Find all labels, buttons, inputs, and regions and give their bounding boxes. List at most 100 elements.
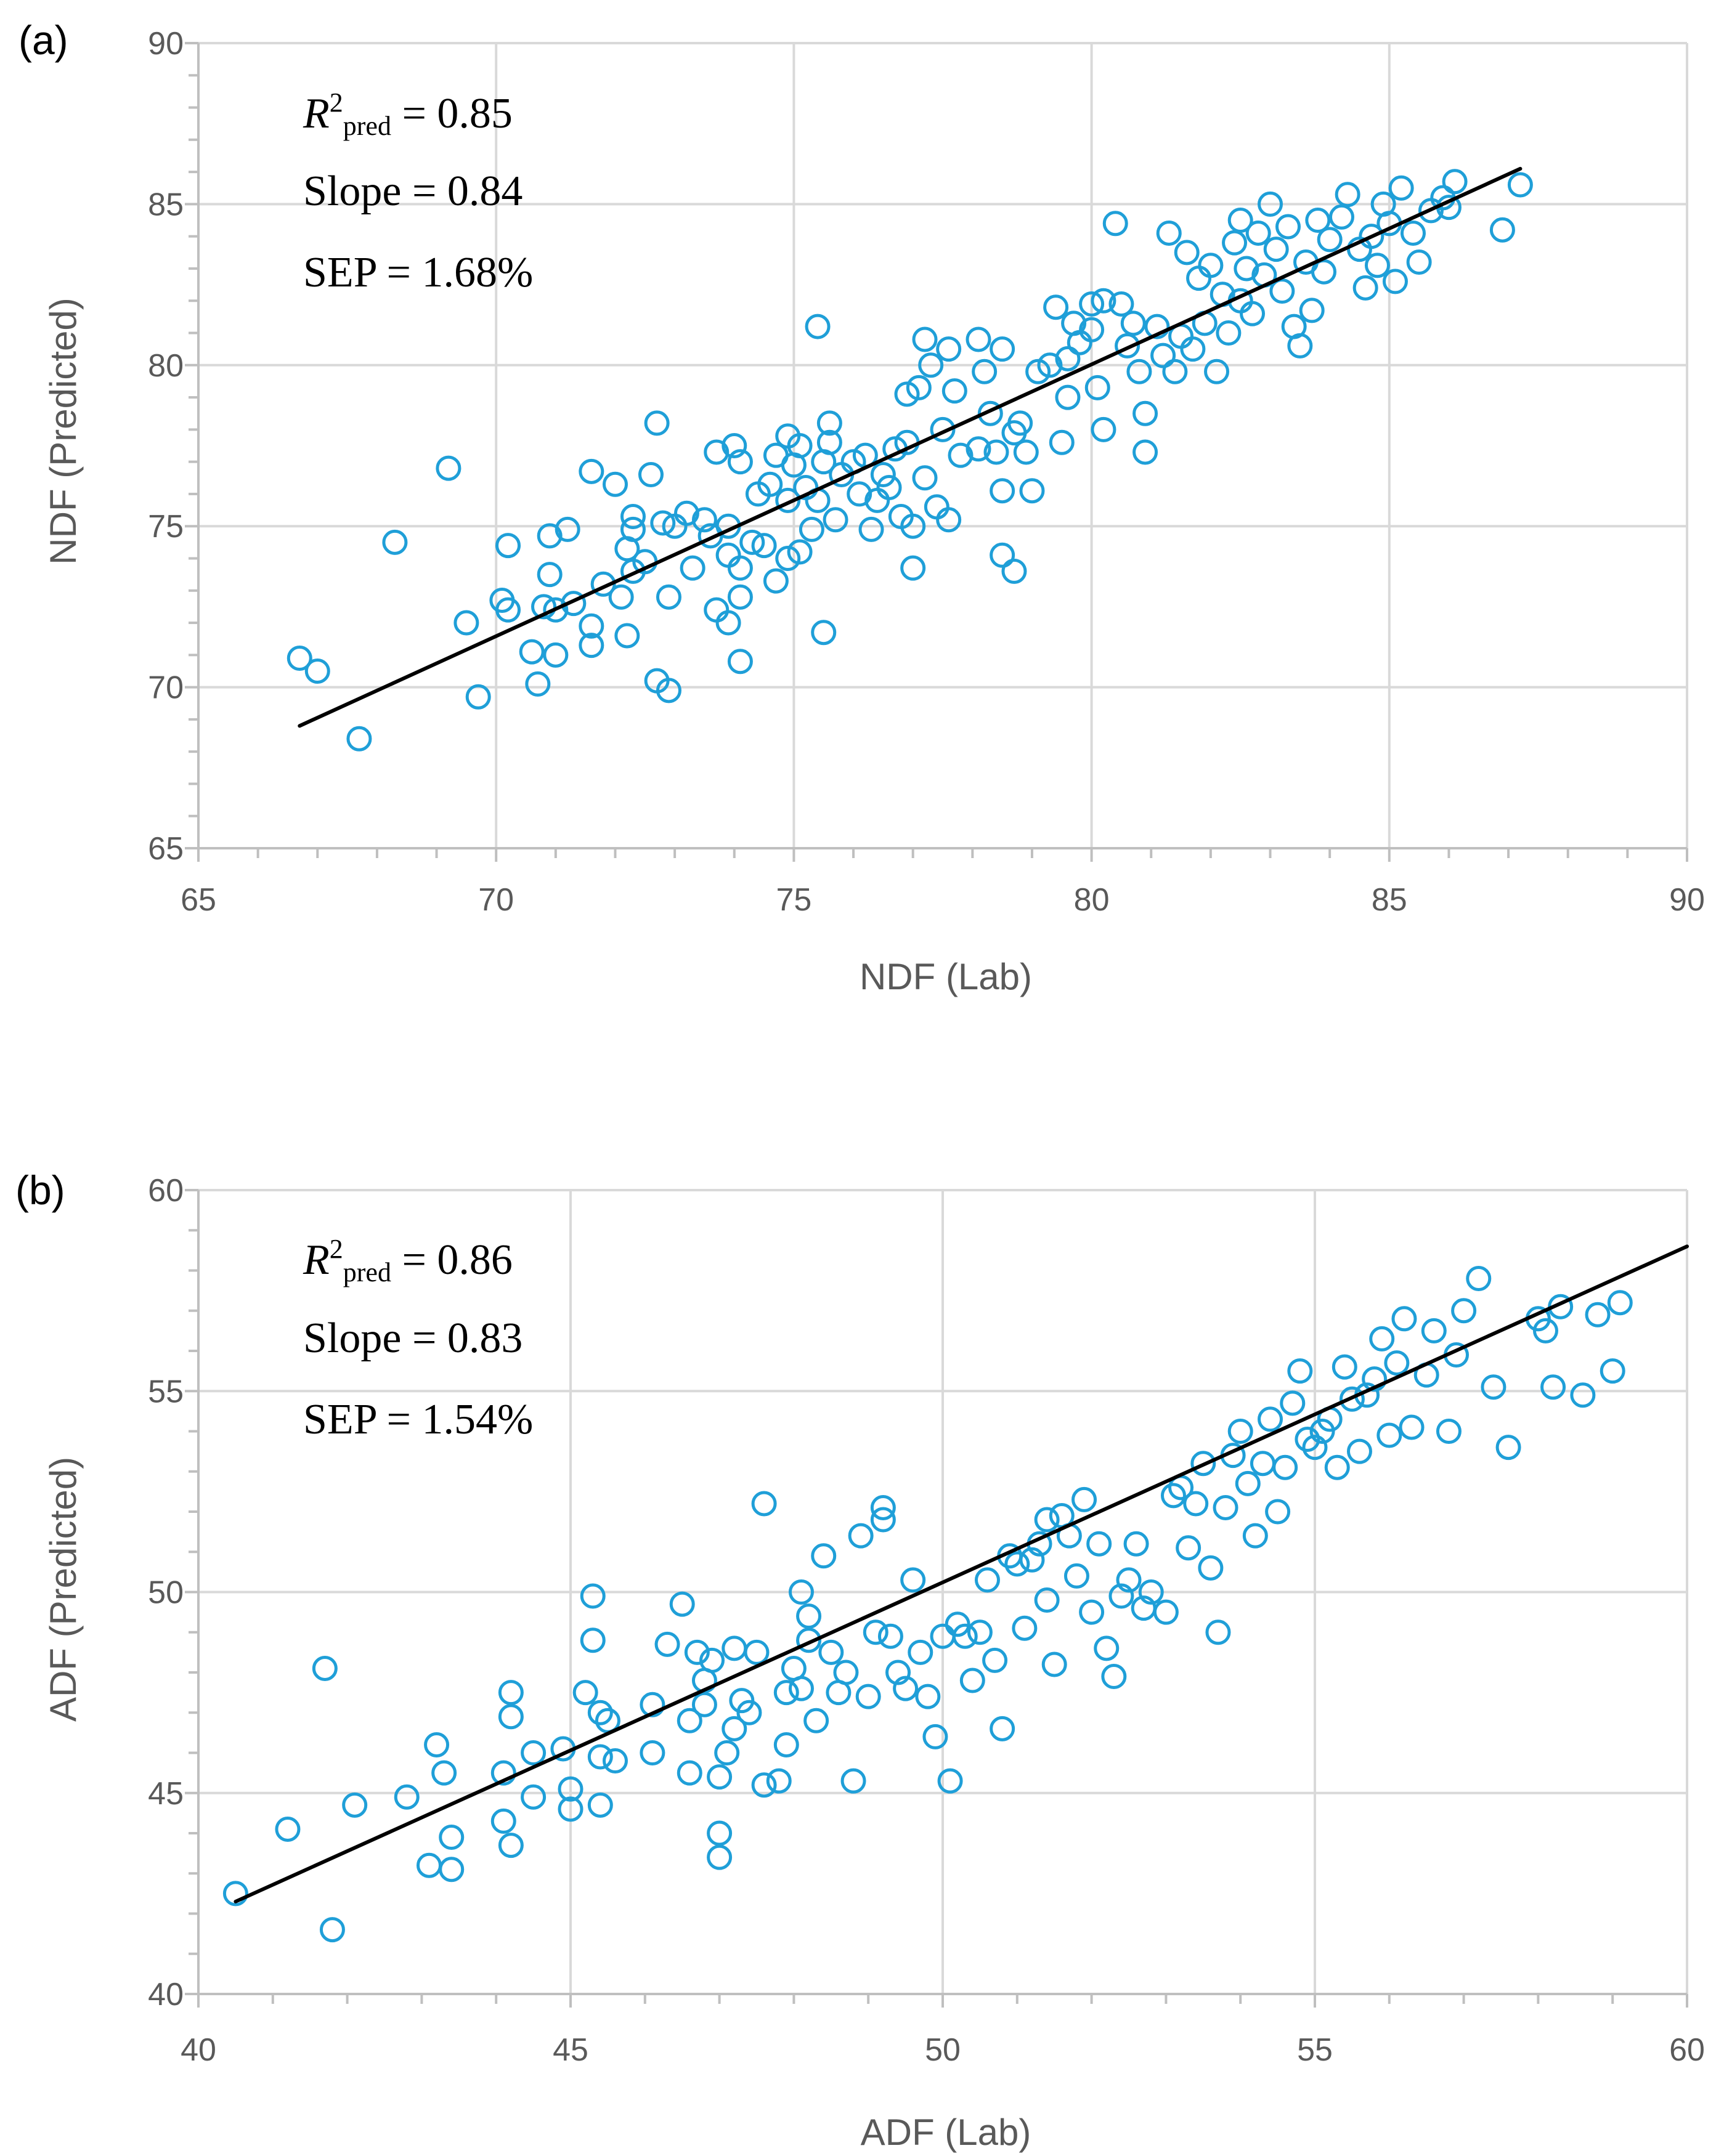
data-point — [1205, 1619, 1231, 1645]
data-point — [1004, 1551, 1030, 1577]
axes-b — [185, 1189, 1688, 2008]
data-point — [1263, 237, 1289, 262]
x-tick-label: 40 — [181, 2032, 216, 2068]
data-point — [543, 597, 569, 623]
data-point — [906, 375, 932, 400]
data-point — [656, 584, 681, 610]
data-point — [775, 487, 801, 513]
data-point — [1324, 1454, 1350, 1480]
r2-symbol-b: R — [303, 1236, 330, 1284]
chart-panel-b: 40 45 50 55 60 40 45 50 55 60 (b) ADF (Lab) ADF … — [15, 1167, 1705, 2153]
data-point — [722, 433, 747, 458]
data-point — [727, 449, 753, 475]
data-point — [1101, 1664, 1127, 1690]
data-point — [1049, 429, 1075, 455]
data-point — [727, 649, 753, 675]
data-point — [1091, 416, 1116, 442]
data-point — [900, 513, 926, 539]
data-point — [941, 378, 967, 404]
y-tick-label: 40 — [148, 1977, 184, 2012]
data-point — [952, 1623, 978, 1649]
data-point — [1132, 400, 1158, 426]
data-point — [1585, 1302, 1611, 1327]
data-point — [885, 1660, 911, 1685]
data-point — [990, 542, 1015, 568]
x-tick-label: 85 — [1372, 882, 1407, 918]
sep-annotation-b: SEP = 1.54% — [303, 1396, 533, 1443]
data-point — [579, 613, 604, 639]
data-point — [1063, 1563, 1089, 1589]
data-point — [894, 381, 920, 407]
data-point — [1250, 1451, 1275, 1477]
data-point — [579, 458, 604, 484]
data-point — [656, 678, 681, 703]
data-point — [803, 1708, 829, 1733]
data-point — [811, 1543, 837, 1569]
data-point — [1287, 1358, 1313, 1384]
data-point — [1406, 249, 1432, 275]
data-point — [1382, 269, 1408, 294]
data-point — [936, 507, 962, 533]
data-point — [275, 1816, 301, 1842]
data-point — [1055, 346, 1081, 371]
data-point — [982, 1647, 1008, 1673]
data-point — [1174, 240, 1200, 265]
data-point — [990, 336, 1015, 362]
data-point — [495, 597, 521, 623]
data-point — [966, 436, 991, 462]
data-point — [222, 1881, 248, 1907]
data-point — [1144, 314, 1170, 339]
data-point — [543, 642, 569, 668]
r2-subscript-a: pred — [343, 111, 391, 141]
data-point — [848, 1523, 874, 1549]
data-point — [561, 591, 587, 617]
data-point — [714, 1740, 740, 1765]
x-tick-label: 60 — [1669, 2032, 1705, 2068]
data-point — [727, 555, 753, 581]
data-point — [1120, 310, 1146, 336]
data-point — [1272, 1454, 1298, 1480]
data-point — [1359, 224, 1384, 249]
data-point — [1115, 333, 1141, 359]
data-point — [319, 1917, 345, 1943]
data-point — [816, 429, 842, 455]
data-point — [424, 1732, 450, 1757]
data-point — [870, 1494, 896, 1520]
x-tick-labels-a: 65 70 75 80 85 90 — [181, 882, 1705, 918]
data-point — [1160, 1483, 1186, 1509]
data-point — [1180, 336, 1206, 362]
data-point — [394, 1784, 420, 1810]
r2-annotation-b: R2pred = 0.86 — [303, 1234, 513, 1287]
x-axis-label-b: ADF (Lab) — [861, 2112, 1031, 2153]
data-point — [773, 1732, 799, 1757]
data-point — [1451, 1298, 1477, 1324]
panel-label-a: (a) — [18, 17, 68, 63]
data-point — [587, 1700, 613, 1725]
data-point — [967, 1619, 993, 1645]
data-point — [936, 336, 962, 362]
data-point — [1183, 1491, 1209, 1517]
data-point — [1198, 253, 1224, 278]
data-point — [876, 474, 902, 500]
data-point — [498, 1704, 524, 1730]
data-point — [1079, 291, 1105, 317]
y-tick-labels-a: 65 70 75 80 85 90 — [148, 26, 184, 867]
data-point — [1352, 275, 1378, 301]
data-point — [1216, 320, 1242, 346]
sep-annotation-a: SEP = 1.68% — [303, 249, 533, 296]
data-point — [537, 562, 563, 588]
data-point — [1204, 359, 1230, 384]
data-point — [893, 1676, 919, 1701]
data-point — [811, 620, 837, 646]
data-point — [602, 471, 628, 497]
data-point — [650, 510, 676, 536]
data-point — [818, 1639, 844, 1665]
data-point — [704, 597, 730, 623]
data-point — [1600, 1358, 1625, 1384]
data-point — [1162, 359, 1188, 384]
data-point — [707, 1764, 733, 1790]
data-point — [1436, 1419, 1462, 1444]
x-tick-label: 70 — [478, 882, 514, 918]
